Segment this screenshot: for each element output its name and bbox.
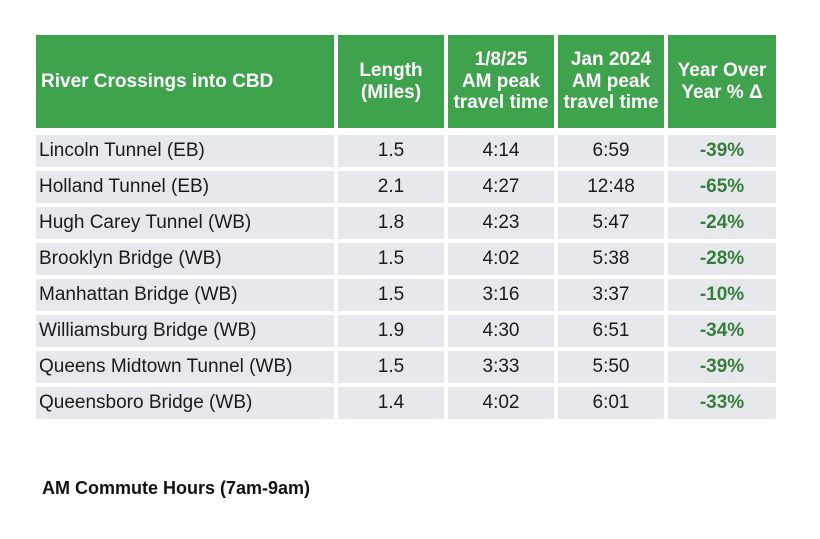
peak-2024-travel-time-cell: 6:51	[558, 315, 664, 347]
river-crossings-table: River Crossings into CBD Length (Miles) …	[36, 35, 776, 419]
table-row: Lincoln Tunnel (EB) 1.5 4:14 6:59 -39%	[36, 135, 776, 167]
table-row: Hugh Carey Tunnel (WB) 1.8 4:23 5:47 -24…	[36, 207, 776, 239]
length-miles-cell: 1.4	[338, 387, 444, 419]
peak-2024-travel-time-cell: 6:01	[558, 387, 664, 419]
table-row: Queens Midtown Tunnel (WB) 1.5 3:33 5:50…	[36, 351, 776, 383]
crossing-name-cell: Queensboro Bridge (WB)	[36, 387, 334, 419]
peak-2024-travel-time-cell: 5:47	[558, 207, 664, 239]
peak-2025-travel-time-cell: 4:02	[448, 387, 554, 419]
length-miles-cell: 1.5	[338, 243, 444, 275]
table-row: Holland Tunnel (EB) 2.1 4:27 12:48 -65%	[36, 171, 776, 203]
crossing-name-cell: Hugh Carey Tunnel (WB)	[36, 207, 334, 239]
header-yoy-delta: Year Over Year % Δ	[668, 35, 776, 128]
crossing-name-cell: Manhattan Bridge (WB)	[36, 279, 334, 311]
length-miles-cell: 2.1	[338, 171, 444, 203]
commute-hours-note: AM Commute Hours (7am-9am)	[42, 478, 311, 498]
header-peak-jan-2024: Jan 2024 AM peak travel time	[558, 35, 664, 128]
yoy-delta-cell: -65%	[668, 171, 776, 203]
length-miles-cell: 1.5	[338, 135, 444, 167]
crossing-name-cell: Lincoln Tunnel (EB)	[36, 135, 334, 167]
peak-2024-travel-time-cell: 5:38	[558, 243, 664, 275]
peak-2025-travel-time-cell: 4:23	[448, 207, 554, 239]
length-miles-cell: 1.5	[338, 351, 444, 383]
table-row: Brooklyn Bridge (WB) 1.5 4:02 5:38 -28%	[36, 243, 776, 275]
peak-2025-travel-time-cell: 4:27	[448, 171, 554, 203]
crossing-name-cell: Williamsburg Bridge (WB)	[36, 315, 334, 347]
peak-2025-travel-time-cell: 4:02	[448, 243, 554, 275]
table-header: River Crossings into CBD Length (Miles) …	[36, 35, 776, 128]
peak-2024-travel-time-cell: 5:50	[558, 351, 664, 383]
length-miles-cell: 1.9	[338, 315, 444, 347]
yoy-delta-cell: -28%	[668, 243, 776, 275]
peak-2025-travel-time-cell: 4:30	[448, 315, 554, 347]
header-length-miles: Length (Miles)	[338, 35, 444, 128]
header-peak-2025: 1/8/25 AM peak travel time	[448, 35, 554, 128]
yoy-delta-cell: -33%	[668, 387, 776, 419]
table-row: Williamsburg Bridge (WB) 1.9 4:30 6:51 -…	[36, 315, 776, 347]
header-row: River Crossings into CBD Length (Miles) …	[36, 35, 776, 128]
yoy-delta-cell: -39%	[668, 351, 776, 383]
crossing-name-cell: Queens Midtown Tunnel (WB)	[36, 351, 334, 383]
peak-2024-travel-time-cell: 3:37	[558, 279, 664, 311]
crossing-name-cell: Holland Tunnel (EB)	[36, 171, 334, 203]
yoy-delta-cell: -39%	[668, 135, 776, 167]
table-body: Lincoln Tunnel (EB) 1.5 4:14 6:59 -39% H…	[36, 135, 776, 419]
yoy-delta-cell: -34%	[668, 315, 776, 347]
yoy-delta-cell: -10%	[668, 279, 776, 311]
header-river-crossings: River Crossings into CBD	[36, 35, 334, 128]
peak-2024-travel-time-cell: 12:48	[558, 171, 664, 203]
length-miles-cell: 1.5	[338, 279, 444, 311]
crossing-name-cell: Brooklyn Bridge (WB)	[36, 243, 334, 275]
peak-2024-travel-time-cell: 6:59	[558, 135, 664, 167]
table-row: Manhattan Bridge (WB) 1.5 3:16 3:37 -10%	[36, 279, 776, 311]
length-miles-cell: 1.8	[338, 207, 444, 239]
peak-2025-travel-time-cell: 3:16	[448, 279, 554, 311]
yoy-delta-cell: -24%	[668, 207, 776, 239]
table-row: Queensboro Bridge (WB) 1.4 4:02 6:01 -33…	[36, 387, 776, 419]
peak-2025-travel-time-cell: 3:33	[448, 351, 554, 383]
peak-2025-travel-time-cell: 4:14	[448, 135, 554, 167]
